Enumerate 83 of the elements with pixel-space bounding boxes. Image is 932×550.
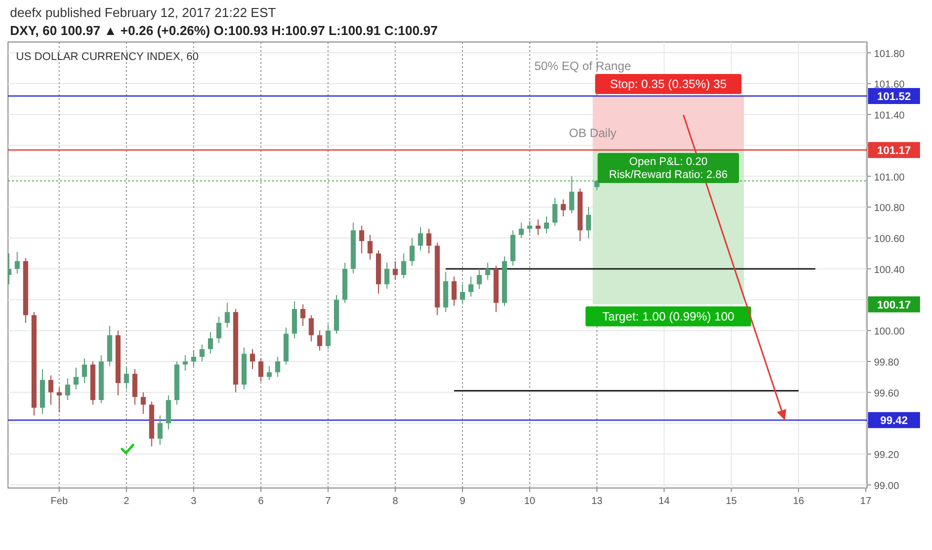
x-tick-label: Feb xyxy=(50,496,68,507)
candlestick xyxy=(527,220,532,234)
candlestick xyxy=(250,348,255,370)
x-tick-label: 7 xyxy=(325,496,332,507)
band-label: Target: 1.00 (0.99%) 100 xyxy=(602,309,735,324)
candlestick xyxy=(384,262,390,290)
candlestick xyxy=(208,332,213,354)
candlestick xyxy=(258,358,264,382)
candlestick xyxy=(460,284,466,305)
candlestick xyxy=(569,176,574,214)
y-tick-label: 99.60 xyxy=(874,388,900,400)
x-tick-label: 13 xyxy=(591,496,603,507)
candlestick xyxy=(124,367,129,390)
candlestick xyxy=(544,216,550,234)
y-tick-label: 99.00 xyxy=(874,480,900,492)
y-tick-label: 100.00 xyxy=(874,326,906,338)
candlestick xyxy=(191,350,196,367)
candlestick xyxy=(132,368,138,406)
candlestick xyxy=(426,228,432,254)
candlestick xyxy=(74,367,79,390)
text: deefx published February 12, 2017 21:22 EST xyxy=(10,5,276,20)
candlestick xyxy=(468,276,474,298)
candlestick xyxy=(308,314,314,342)
band-label: Stop: 0.35 (0.35%) 35 xyxy=(610,77,728,92)
candlestick xyxy=(476,268,482,290)
text: 100.17 xyxy=(877,299,911,312)
x-tick-label: 2 xyxy=(124,496,130,507)
x-tick-label: 15 xyxy=(726,496,738,507)
candlestick xyxy=(300,304,306,326)
y-tick-label: 99.20 xyxy=(874,450,900,462)
candlestick xyxy=(452,276,457,306)
candlestick xyxy=(410,237,415,266)
candlestick xyxy=(326,324,331,350)
y-tick-label: 100.60 xyxy=(874,234,906,245)
ref-line-label: 101.52 xyxy=(877,91,911,104)
y-tick-label: 100.40 xyxy=(874,264,906,276)
candlestick xyxy=(552,197,558,226)
x-tick-label: 16 xyxy=(792,496,805,507)
candlestick xyxy=(536,218,541,236)
candlestick xyxy=(485,262,490,280)
candlestick xyxy=(140,392,146,414)
annotation: OB Daily xyxy=(569,126,616,140)
x-tick-label: 17 xyxy=(860,496,872,507)
text: US DOLLAR CURRENCY INDEX, 60 xyxy=(16,51,199,63)
candlestick xyxy=(14,251,20,274)
ref-line-label: 101.17 xyxy=(877,145,911,158)
candlestick xyxy=(317,330,322,352)
candlestick xyxy=(359,225,364,254)
x-tick-label: 10 xyxy=(524,496,536,507)
y-tick-label: 101.00 xyxy=(874,172,906,184)
candlestick xyxy=(224,302,230,328)
y-tick-label: 101.80 xyxy=(874,48,906,60)
candlestick xyxy=(560,198,566,217)
candlestick xyxy=(418,226,424,251)
y-tick-label: 101.40 xyxy=(874,110,906,122)
candlestick xyxy=(82,358,87,384)
candlestick xyxy=(266,366,272,380)
x-tick-label: 6 xyxy=(258,496,264,507)
candlestick xyxy=(392,260,398,280)
y-tick-label: 101.60 xyxy=(874,80,906,91)
y-tick-label: 100.80 xyxy=(874,203,906,214)
candlestick xyxy=(56,387,62,413)
x-tick-label: 3 xyxy=(190,496,197,507)
annotation: 50% EQ of Range xyxy=(534,59,632,74)
candlestick xyxy=(401,252,406,279)
annotation: Open P&L: 0.20 Risk/Reward Ratio: 2.86 xyxy=(609,156,728,182)
y-tick-label: 99.80 xyxy=(874,357,900,368)
candlestick xyxy=(518,222,524,238)
candlestick xyxy=(158,414,163,446)
candlestick xyxy=(275,356,280,378)
candlestick xyxy=(586,206,592,238)
ref-line-label: 99.42 xyxy=(880,415,908,428)
chart-subtitle: DXY, 60 100.97 ▲ +0.26 (+0.26%) O:100.93 H:100.97 L:100.91 C:100.97 xyxy=(10,23,438,38)
candlestick xyxy=(48,374,54,406)
candlestick xyxy=(182,354,188,372)
candlestick xyxy=(166,394,171,430)
candlestick xyxy=(216,316,222,344)
x-tick-label: 9 xyxy=(460,496,466,507)
candlestick xyxy=(65,378,70,401)
x-tick-label: 14 xyxy=(658,496,670,507)
candlestick xyxy=(368,234,373,260)
x-tick-label: 8 xyxy=(392,496,399,507)
candlestick xyxy=(200,344,205,362)
